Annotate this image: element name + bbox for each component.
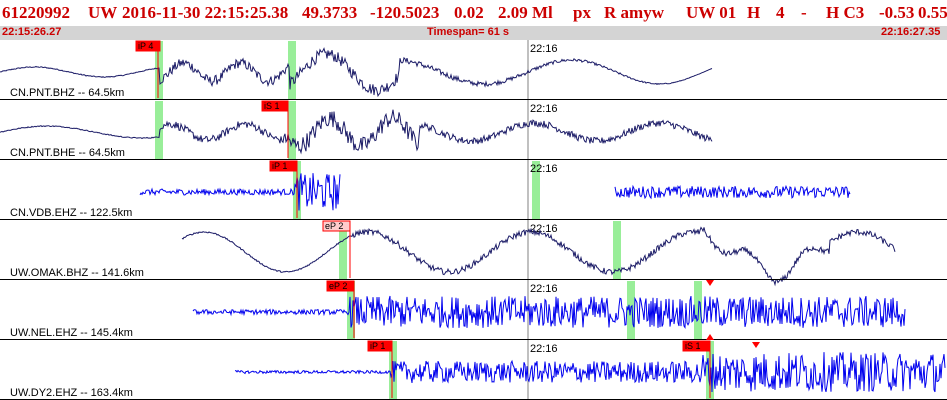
pick-label: eP 2 (325, 221, 343, 231)
waveform-trace (0, 109, 713, 155)
station-label: CN.PNT.BHZ -- 64.5km (10, 87, 124, 99)
station-label: CN.PNT.BHE -- 64.5km (10, 147, 125, 159)
station-label: UW.DY2.EHZ -- 163.4km (10, 387, 133, 399)
start-time: 22:15:26.27 (2, 26, 62, 38)
timespan: Timespan= 61 s (427, 26, 510, 38)
event-id: 61220992 (2, 3, 70, 22)
event-network: UW (88, 3, 118, 22)
arrival-band (613, 221, 621, 279)
arrival-band (347, 281, 355, 339)
event-depth: 0.02 (454, 3, 484, 22)
time-mark-label: 22:16 (530, 343, 558, 355)
arrival-band (288, 101, 296, 159)
flag-num: 4 (776, 3, 785, 22)
clip-marker-icon (706, 334, 714, 340)
arrival-band (155, 101, 163, 159)
pick-label: iP 1 (370, 341, 385, 351)
station-label: UW.NEL.EHZ -- 145.4km (10, 327, 133, 339)
pick-label: iP 4 (138, 41, 153, 51)
clip-marker-icon (706, 280, 714, 286)
waveform-trace (0, 47, 713, 98)
time-mark-label: 22:16 (530, 43, 558, 55)
pick-label: iS 1 (264, 101, 280, 111)
pick-label: iP 1 (272, 161, 287, 171)
time-mark-label: 22:16 (530, 103, 558, 115)
flag-dash: - (801, 3, 807, 22)
station-label: CN.VDB.EHZ -- 122.5km (10, 207, 132, 219)
flag-h: H (747, 3, 761, 22)
pick-label: eP 2 (329, 281, 347, 291)
time-mark-label: 22:16 (530, 163, 558, 175)
waveform-trace (192, 295, 906, 329)
clip-marker-icon (752, 342, 760, 348)
end-time: 22:16:27.35 (881, 26, 941, 38)
waveform-trace (181, 226, 896, 287)
arrival-band (288, 41, 296, 99)
review-flags: R amyw (604, 3, 664, 22)
station-label: UW.OMAK.BHZ -- 141.6km (10, 267, 144, 279)
event-longitude: -120.5023 (370, 3, 440, 22)
arrival-band (694, 281, 702, 339)
event-magnitude: 2.09 Ml (498, 3, 553, 22)
arrival-band (532, 161, 540, 219)
timespan-bar: 22:15:26.27 Timespan= 61 s 22:16:27.35 (0, 26, 947, 40)
pick-flag[interactable] (135, 40, 161, 52)
event-type: px (573, 3, 591, 22)
pick-label: iS 1 (685, 341, 701, 351)
event-latitude: 49.3733 (302, 3, 358, 22)
value-2: 0.55 (918, 3, 947, 22)
arrival-band (339, 221, 347, 279)
time-mark-label: 22:16 (530, 283, 558, 295)
waveform-trace (234, 352, 946, 393)
waveform-trace (139, 173, 341, 211)
origin-time: 2016-11-30 22:15:25.38 (122, 3, 289, 22)
waveform-trace (614, 184, 851, 200)
time-mark-label: 22:16 (530, 223, 558, 235)
seismogram-traces[interactable]: 22:16 iP 4 CN.PNT.BHZ -- 64.5km 22:16 iS 1 CN… (0, 40, 947, 400)
value-1: -0.53 (879, 3, 915, 22)
net-code: UW 01 (686, 3, 737, 22)
quality-code: H C3 (826, 3, 865, 22)
event-summary-header: 61220992 UW 2016-11-30 22:15:25.38 49.37… (0, 0, 947, 26)
